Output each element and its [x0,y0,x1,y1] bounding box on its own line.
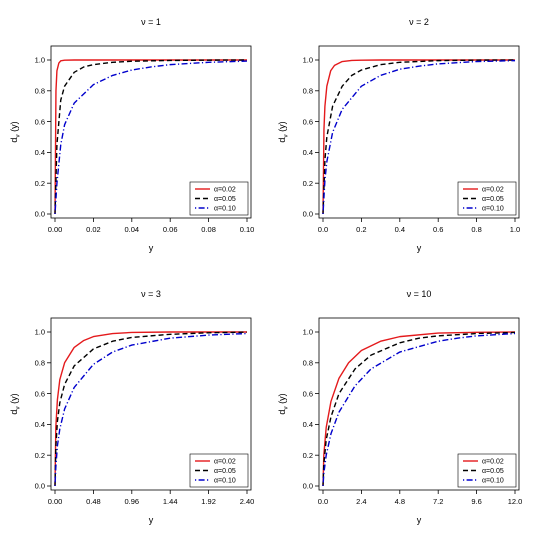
y-tick-label: 0.0 [303,210,313,219]
legend-label-1: α=0.02 [482,187,504,194]
series-line-1 [54,331,247,487]
y-tick-label: 0.6 [303,117,313,126]
y-tick-label: 0.0 [35,482,45,491]
y-tick-label: 0.8 [35,359,45,368]
legend: α=0.02 α=0.05 α=0.10 [457,181,517,216]
legend-label-1: α=0.02 [214,459,236,466]
series-line-3 [54,332,248,487]
chart-panel-4: ν = 10 0.0 2.4 4.8 7.2 9.6 12.0 0.0 0.2 0.4 0.6 0.8… [277,289,522,525]
x-tick-label: 4.8 [395,497,405,506]
legend-label-2: α=0.05 [482,468,504,475]
chart-panel-1: ν = 1 0.00 0.02 0.04 0.06 0.08 0.10 0.0 0.2 0.4 0.… [9,17,254,253]
x-tick-label: 0.00 [48,225,63,234]
chart-panel-2: ν = 2 0.0 0.2 0.4 0.6 0.8 1.0 0.0 0.2 0.4 0.6 0.8 1.… [277,17,520,253]
legend-label-3: α=0.10 [482,206,504,213]
y-tick-label: 0.2 [35,179,45,188]
chart-panel-3: ν = 3 0.00 0.48 0.96 1.44 1.92 2.40 0.0 0.2 0.4 0.… [9,289,254,525]
series-line-2 [322,59,516,215]
y-tick-label: 0.4 [303,420,313,429]
series-line-1 [322,59,515,215]
y-tick-label: 0.8 [303,359,313,368]
y-tick-label: 0.2 [303,451,313,460]
legend-label-3: α=0.10 [482,478,504,485]
x-tick-label: 1.0 [510,225,520,234]
legend: α=0.02 α=0.05 α=0.10 [457,453,517,488]
x-tick-label: 0.48 [86,497,101,506]
series-line-2 [54,331,248,487]
legend: α=0.02 α=0.05 α=0.10 [189,453,249,488]
x-tick-label: 0.04 [124,225,139,234]
panel-title: ν = 3 [141,289,161,299]
y-tick-label: 0.6 [35,389,45,398]
series-line-3 [322,332,516,487]
legend: α=0.02 α=0.05 α=0.10 [189,181,249,216]
legend-label-1: α=0.02 [482,459,504,466]
x-tick-label: 0.6 [433,225,443,234]
y-tick-label: 1.0 [303,328,313,337]
x-tick-label: 0.06 [163,225,178,234]
panel-title: ν = 1 [141,17,161,27]
x-tick-label: 0.0 [318,225,328,234]
x-tick-label: 0.08 [201,225,216,234]
y-tick-label: 0.6 [35,117,45,126]
y-tick-label: 0.6 [303,389,313,398]
x-axis-label: y [149,243,154,253]
x-axis-label: y [417,515,422,525]
y-tick-label: 0.2 [303,179,313,188]
x-tick-label: 0.8 [471,225,481,234]
legend-label-1: α=0.02 [214,187,236,194]
plot-frame [318,45,520,219]
y-tick-label: 0.4 [35,420,45,429]
y-tick-label: 0.2 [35,451,45,460]
x-tick-label: 0.0 [318,497,328,506]
x-axis-label: y [149,515,154,525]
plot-frame [50,317,252,491]
panel-title: ν = 2 [409,17,429,27]
x-tick-label: 2.4 [356,497,366,506]
plot-frame [50,45,252,219]
panel-title: ν = 10 [407,289,432,299]
x-tick-label: 1.44 [163,497,178,506]
y-tick-label: 0.4 [35,148,45,157]
x-tick-label: 9.6 [471,497,481,506]
series-line-3 [54,60,248,215]
x-tick-label: 2.40 [240,497,255,506]
legend-label-3: α=0.10 [214,206,236,213]
y-tick-label: 0.0 [303,482,313,491]
legend-label-2: α=0.05 [214,468,236,475]
y-tick-label: 0.4 [303,148,313,157]
x-tick-label: 0.96 [124,497,139,506]
x-axis-label: y [417,243,422,253]
x-tick-label: 0.02 [86,225,101,234]
legend-label-2: α=0.05 [214,196,236,203]
plot-frame [318,317,520,491]
series-line-2 [322,331,516,487]
x-tick-label: 0.4 [395,225,405,234]
x-tick-label: 0.00 [48,497,63,506]
y-tick-label: 1.0 [35,56,45,65]
x-tick-label: 12.0 [508,497,523,506]
y-axis-label: dν (y) [277,393,290,414]
y-tick-label: 0.0 [35,210,45,219]
y-tick-label: 0.8 [35,87,45,96]
x-tick-label: 0.2 [356,225,366,234]
legend-label-2: α=0.05 [482,196,504,203]
y-tick-label: 1.0 [303,56,313,65]
x-tick-label: 7.2 [433,497,443,506]
x-tick-label: 1.92 [201,497,216,506]
series-line-1 [322,331,516,487]
series-line-3 [322,59,516,215]
series-line-2 [54,59,248,215]
y-tick-label: 1.0 [35,328,45,337]
y-axis-label: dν (y) [9,393,22,414]
x-tick-label: 0.10 [240,225,255,234]
legend-label-3: α=0.10 [214,478,236,485]
y-tick-label: 0.8 [303,87,313,96]
y-axis-label: dν (y) [277,121,290,142]
y-axis-label: dν (y) [9,121,22,142]
